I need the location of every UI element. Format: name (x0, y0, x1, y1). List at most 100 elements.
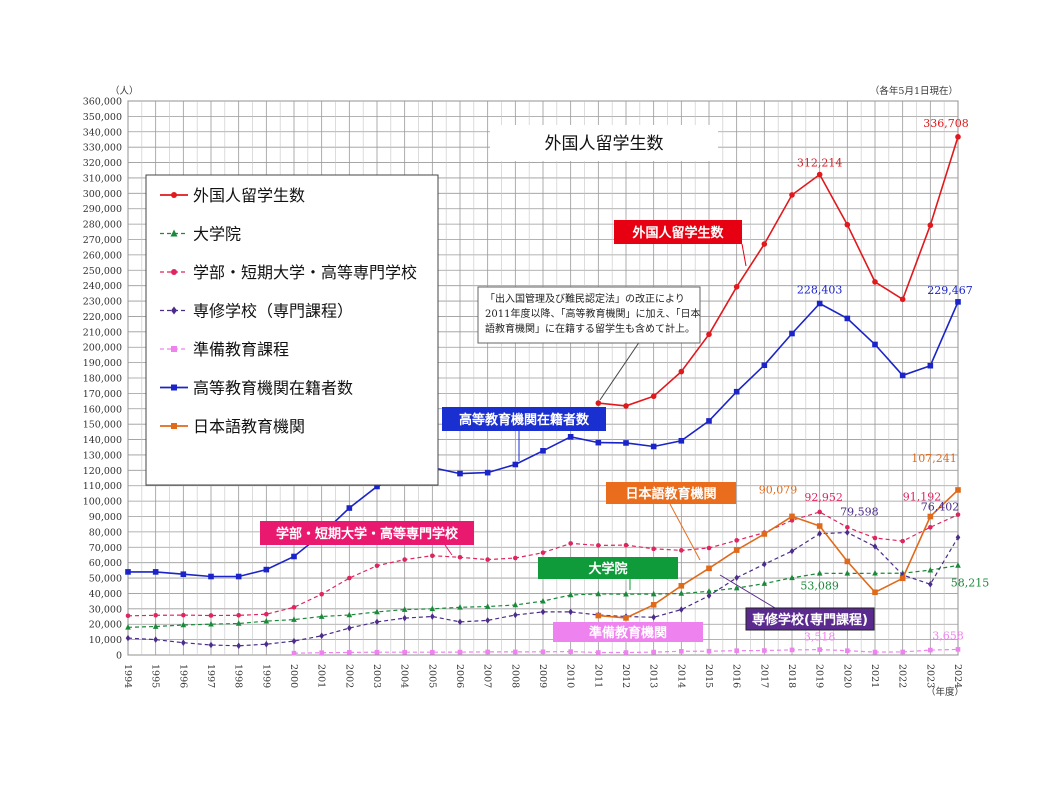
y-tick-label: 180,000 (83, 374, 122, 385)
legend-label: 準備教育課程 (193, 340, 289, 359)
data-point (928, 647, 933, 653)
y-tick-label: 230,000 (83, 297, 122, 308)
data-point (263, 617, 270, 624)
y-tick-label: 170,000 (83, 389, 122, 400)
x-tick-label: 2016 (731, 664, 742, 688)
data-point (733, 584, 740, 591)
data-point (208, 641, 214, 649)
legend-item: 専修学校（専門課程） (160, 302, 353, 321)
data-point (872, 341, 878, 348)
y-tick-label: 150,000 (83, 420, 122, 431)
data-point (513, 649, 518, 655)
x-tick-label: 1996 (177, 664, 188, 688)
y-tick-label: 110,000 (83, 481, 122, 492)
data-point (761, 241, 768, 247)
data-point (651, 613, 656, 621)
legend-label: 外国人留学生数 (193, 186, 305, 205)
data-point (706, 648, 712, 654)
data-point (402, 557, 407, 562)
data-point (844, 315, 851, 322)
data-point (789, 574, 795, 581)
data-point (595, 612, 602, 619)
y-tick-label: 280,000 (83, 220, 122, 231)
y-tick-label: 190,000 (83, 358, 122, 369)
x-tick-label: 2018 (786, 664, 797, 688)
y-tick-label: 160,000 (83, 404, 122, 415)
data-point (540, 550, 546, 555)
x-tick-label: 2020 (841, 664, 852, 688)
data-point (678, 368, 685, 375)
data-point (485, 557, 490, 562)
data-label: 76,402 (921, 500, 960, 513)
data-point (125, 613, 131, 619)
data-point (817, 647, 822, 652)
data-point (789, 518, 795, 523)
data-point (927, 566, 934, 573)
data-point (761, 531, 768, 537)
x-tick-label: 2008 (509, 664, 520, 688)
data-label: 53,089 (800, 579, 839, 592)
data-label: 91,192 (903, 491, 942, 504)
data-label: 336,708 (923, 117, 969, 130)
data-point (540, 447, 546, 454)
as-of-date: （各年5月1日現在） (870, 85, 958, 97)
data-point (181, 639, 186, 646)
series-line (598, 136, 959, 407)
data-point (596, 650, 601, 655)
data-point (816, 523, 823, 529)
data-point (152, 569, 159, 575)
legend-item: 日本語教育機関 (160, 417, 305, 436)
data-point (706, 545, 712, 551)
data-point (679, 548, 684, 553)
data-point (623, 440, 629, 446)
y-tick-label: 320,000 (83, 158, 122, 169)
data-label: 90,079 (759, 483, 798, 496)
data-label: 107,241 (911, 452, 957, 465)
data-point (318, 613, 325, 619)
data-point (319, 591, 324, 597)
y-tick-label: 0 (116, 651, 122, 662)
data-point (264, 611, 269, 617)
data-point (650, 443, 657, 450)
x-tick-label: 2004 (399, 664, 410, 688)
callout-label: 高等教育機関在籍者数 (459, 412, 590, 428)
data-point (596, 543, 601, 548)
y-tick-label: 10,000 (89, 635, 122, 646)
data-point (429, 605, 436, 612)
data-point (623, 542, 629, 548)
legend-label: 大学院 (193, 225, 241, 244)
data-point (733, 283, 740, 290)
y-tick-label: 300,000 (83, 189, 122, 200)
callout-label: 学部・短期大学・高等専門学校 (276, 526, 459, 542)
data-point (171, 384, 177, 391)
data-point (291, 650, 297, 656)
data-point (319, 632, 324, 640)
x-tick-label: 2013 (648, 664, 659, 688)
data-point (170, 229, 178, 237)
data-point (153, 636, 158, 643)
data-point (955, 562, 961, 568)
data-point (899, 372, 906, 379)
data-point (513, 555, 518, 561)
data-label: 3,658 (932, 629, 964, 642)
legend-item: 学部・短期大学・高等専門学校 (160, 263, 417, 282)
callout-大学院: 大学院 (538, 557, 678, 590)
data-point (789, 330, 795, 337)
legend-item: 高等教育機関在籍者数 (160, 379, 353, 398)
legend-item: 外国人留学生数 (160, 186, 305, 205)
data-point (845, 648, 850, 653)
callout-準備教育課程: 準備教育機関 (553, 622, 703, 642)
x-tick-label: 1998 (233, 664, 244, 688)
data-point (650, 393, 657, 400)
callout-高等教育機関在籍者数: 高等教育機関在籍者数 (442, 407, 606, 461)
data-point (513, 611, 518, 619)
y-tick-label: 120,000 (83, 466, 122, 477)
data-point (171, 346, 177, 352)
x-tick-label: 1994 (122, 664, 133, 688)
data-point (733, 388, 740, 395)
data-point (844, 558, 851, 565)
chart-title-box: 外国人留学生数 (490, 125, 718, 161)
data-point (568, 541, 573, 546)
data-point (125, 624, 131, 630)
